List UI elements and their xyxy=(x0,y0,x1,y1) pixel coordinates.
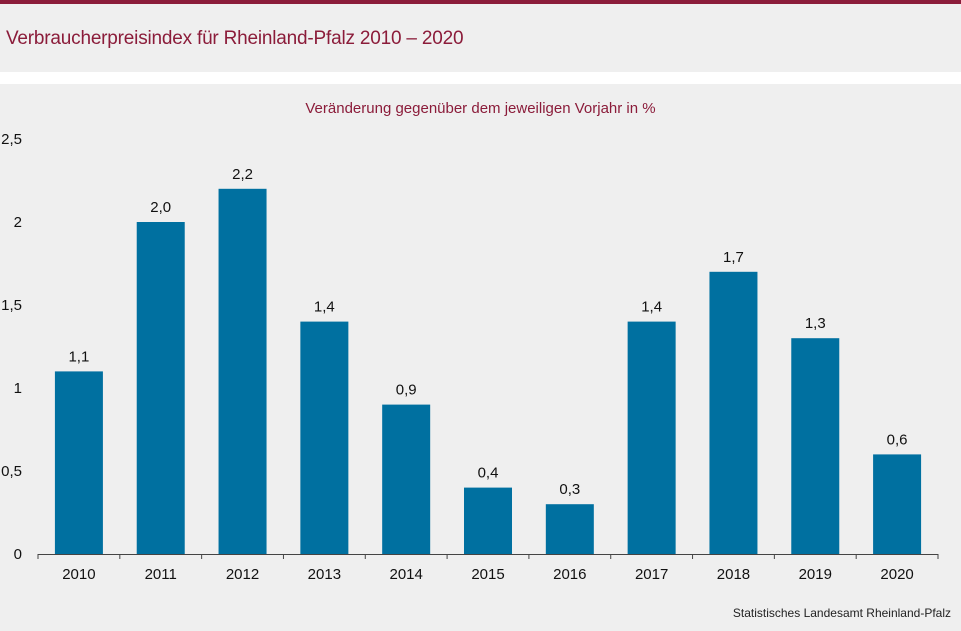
x-tick-label: 2018 xyxy=(717,566,750,583)
y-tick-label: 2 xyxy=(14,214,22,231)
bar xyxy=(136,222,185,554)
bar-value-label: 1,7 xyxy=(723,249,744,266)
bar xyxy=(545,504,594,554)
x-tick-label: 2016 xyxy=(553,566,586,583)
y-tick-label: 2,5 xyxy=(1,131,22,148)
y-tick-label: 0,5 xyxy=(1,463,22,480)
bar xyxy=(218,188,267,555)
bar-value-label: 2,2 xyxy=(232,166,253,183)
bar-value-label: 0,4 xyxy=(478,465,499,482)
bar xyxy=(54,371,103,554)
bar xyxy=(300,321,349,554)
x-tick-label: 2017 xyxy=(635,566,668,583)
bar xyxy=(627,321,676,554)
bar xyxy=(464,487,512,554)
bar-value-label: 0,9 xyxy=(396,382,417,399)
x-tick-label: 2014 xyxy=(389,566,422,583)
bar xyxy=(382,404,431,554)
y-tick-label: 1 xyxy=(14,380,22,397)
bar xyxy=(873,454,922,554)
bar-value-label: 1,1 xyxy=(68,348,89,365)
bar xyxy=(791,338,840,554)
x-tick-label: 2012 xyxy=(226,566,259,583)
bar xyxy=(709,271,758,554)
header: Verbraucherpreisindex für Rheinland-Pfal… xyxy=(0,4,961,72)
bar-value-label: 0,6 xyxy=(887,431,908,448)
x-tick-label: 2011 xyxy=(145,566,177,583)
bar-value-label: 1,3 xyxy=(805,315,826,332)
x-tick-label: 2020 xyxy=(880,566,913,583)
divider xyxy=(0,72,961,84)
x-tick-label: 2010 xyxy=(62,566,95,583)
chart-title: Veränderung gegenüber dem jeweiligen Vor… xyxy=(305,100,656,117)
bar-value-label: 2,0 xyxy=(150,199,171,216)
bar-value-label: 1,4 xyxy=(314,299,335,316)
x-tick-label: 2013 xyxy=(308,566,341,583)
bar-value-label: 0,3 xyxy=(559,481,580,498)
bar-value-label: 1,4 xyxy=(641,299,662,316)
source-note: Statistisches Landesamt Rheinland-Pfalz xyxy=(732,606,951,620)
x-tick-label: 2019 xyxy=(799,566,832,583)
y-tick-label: 0 xyxy=(14,546,22,563)
top-accent-bar xyxy=(0,0,961,4)
x-tick-label: 2015 xyxy=(471,566,504,583)
page-title: Verbraucherpreisindex für Rheinland-Pfal… xyxy=(6,28,464,49)
y-tick-label: 1,5 xyxy=(1,297,22,314)
